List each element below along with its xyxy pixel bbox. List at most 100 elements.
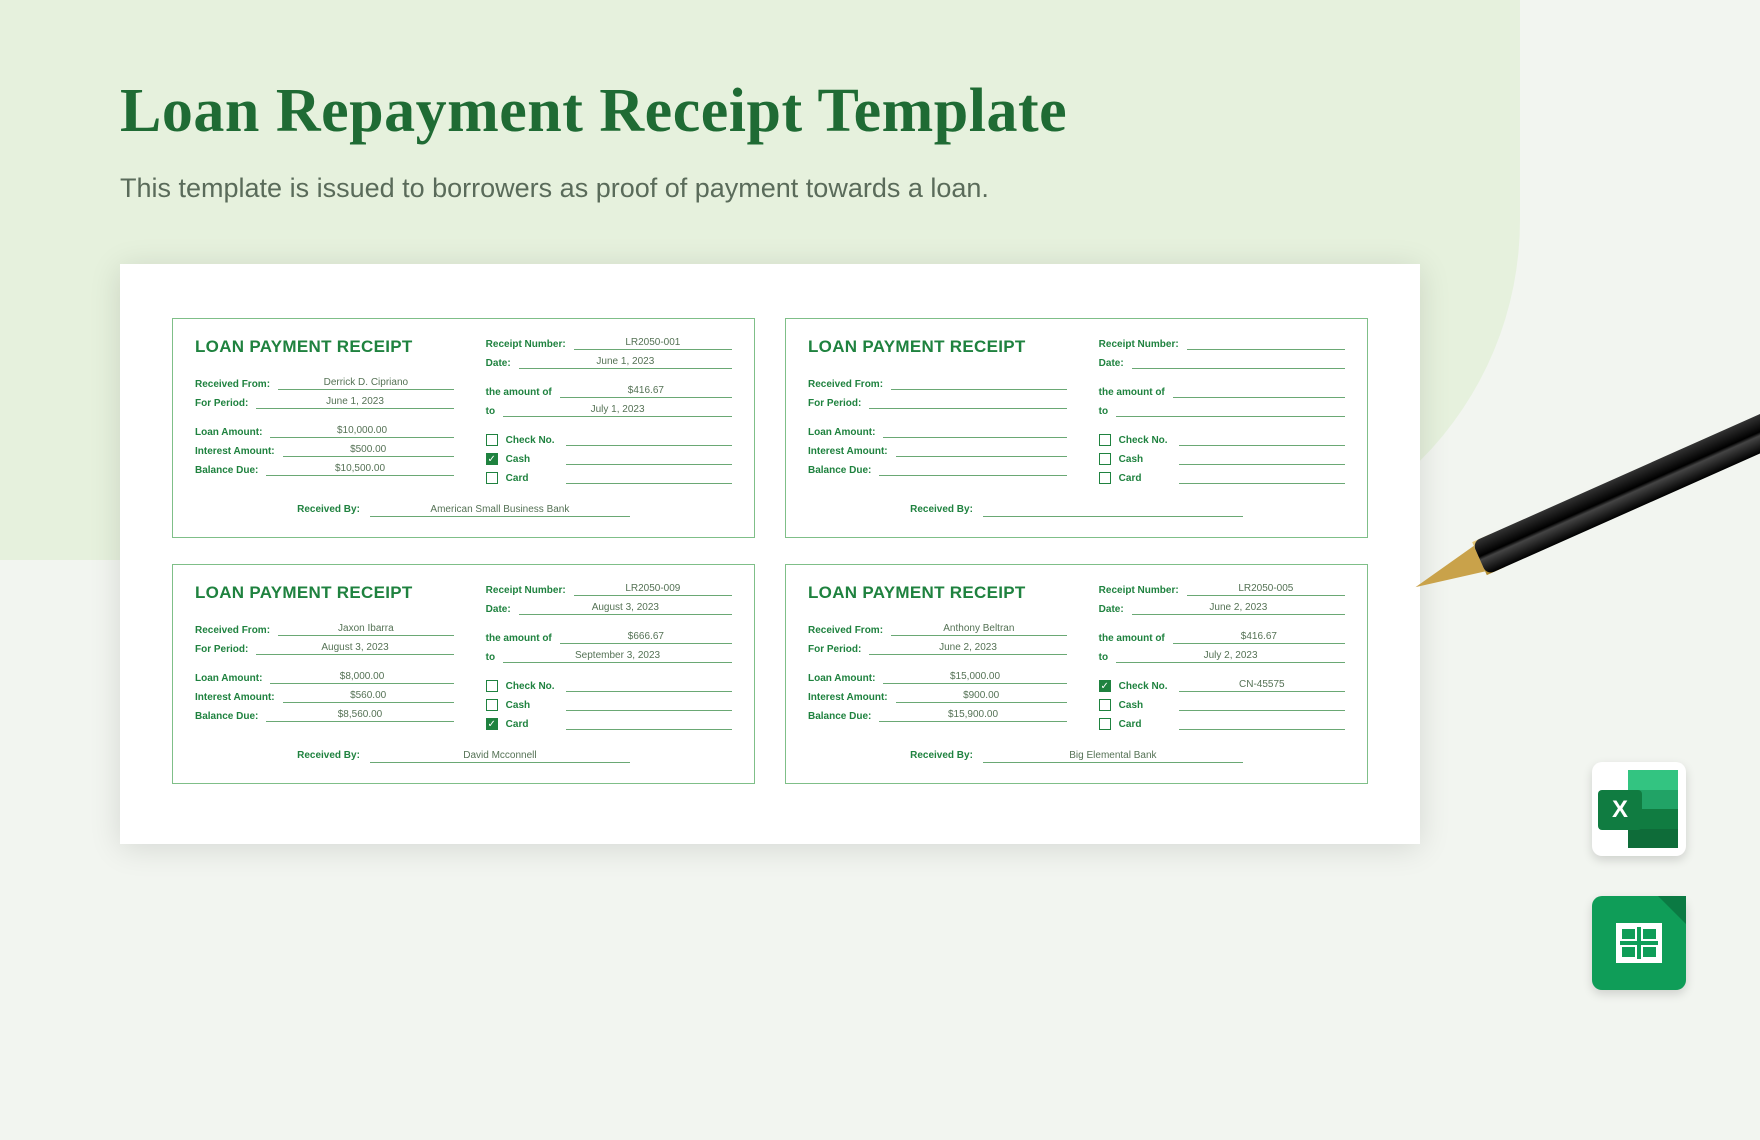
balance-due-value: $8,560.00 (266, 709, 453, 722)
cash-label: Cash (506, 454, 558, 465)
period-to: to July 1, 2023 (486, 404, 732, 417)
loan-amount-label: Loan Amount: (195, 427, 262, 438)
receipt-title: LOAN PAYMENT RECEIPT (195, 583, 454, 603)
received-by: Received By: (808, 504, 1345, 517)
received-from-label: Received From: (195, 379, 270, 390)
interest-amount-label: Interest Amount: (195, 446, 275, 457)
period-to-value (1116, 404, 1345, 417)
period-to-value: September 3, 2023 (503, 650, 732, 663)
balance-due: Balance Due:$8,560.00 (195, 709, 454, 722)
for-period: For Period:June 2, 2023 (808, 642, 1067, 655)
period-to: toJuly 2, 2023 (1099, 650, 1345, 663)
loan-amount-label: Loan Amount: (808, 427, 875, 438)
period-to-label: to (486, 406, 495, 417)
receipt-number: Receipt Number:LR2050-009 (486, 583, 732, 596)
receipt-number-value: LR2050-005 (1187, 583, 1345, 596)
amount-label: the amount of (1099, 387, 1165, 398)
receipt-number-label: Receipt Number: (1099, 585, 1179, 596)
card-value (566, 471, 732, 484)
card: Card (486, 471, 732, 484)
balance-due-value: $10,500.00 (266, 463, 453, 476)
amount: the amount of$416.67 (1099, 631, 1345, 644)
check-no-label: Check No. (506, 435, 558, 446)
received-from-value (891, 377, 1067, 390)
check-no-checkbox[interactable]: ✓ (1099, 680, 1111, 692)
receipt-number-label: Receipt Number: (1099, 339, 1179, 350)
balance-due-label: Balance Due: (808, 465, 871, 476)
period-to-label: to (1099, 406, 1108, 417)
interest-amount: Interest Amount:$560.00 (195, 690, 454, 703)
receipt-grid: LOAN PAYMENT RECEIPT Received From: Derric… (172, 318, 1368, 784)
received-from-label: Received From: (808, 379, 883, 390)
cash-value (1179, 698, 1345, 711)
interest-amount-value: $500.00 (283, 444, 454, 457)
receipt-number-value (1187, 337, 1345, 350)
loan-amount-label: Loan Amount: (808, 673, 875, 684)
received-from-label: Received From: (195, 625, 270, 636)
receipt-number: Receipt Number: LR2050-005 (1099, 583, 1345, 596)
balance-due: Balance Due: (808, 463, 1067, 476)
received-from-label: Received From: (808, 625, 883, 636)
check-no-checkbox[interactable] (486, 434, 498, 446)
card-checkbox[interactable] (1099, 718, 1111, 730)
page-title: Loan Repayment Receipt Template (120, 76, 1640, 147)
received-by: Received By:David Mcconnell (195, 750, 732, 763)
receipt-card: LOAN PAYMENT RECEIPT Received From: Derric… (172, 318, 755, 538)
template-sheet: LOAN PAYMENT RECEIPT Received From: Derric… (120, 264, 1420, 844)
receipt-number: Receipt Number:LR2050-001 (486, 337, 732, 350)
period-to-value: July 2, 2023 (1116, 650, 1345, 663)
cash-checkbox[interactable] (1099, 453, 1111, 465)
check-no-checkbox[interactable] (1099, 434, 1111, 446)
card-label: Card (506, 473, 558, 484)
for-period-value: August 3, 2023 (256, 642, 453, 655)
balance-due: Balance Due:$15,900.00 (808, 709, 1067, 722)
cash-value (1179, 452, 1345, 465)
cash-checkbox[interactable] (486, 699, 498, 711)
receipt-date: Date: (1099, 356, 1345, 369)
for-period: For Period: August 3, 2023 (195, 642, 454, 655)
card: Card (1099, 471, 1345, 484)
cash-checkbox[interactable]: ✓ (486, 453, 498, 465)
receipt-date-value: June 1, 2023 (519, 356, 732, 369)
loan-amount-value: $15,000.00 (883, 671, 1066, 684)
card: ✓Card (486, 717, 732, 730)
cash: ✓ Cash (486, 452, 732, 465)
period-to: toSeptember 3, 2023 (486, 650, 732, 663)
received-from-value: Derrick D. Cipriano (278, 377, 454, 390)
balance-due: Balance Due: $10,500.00 (195, 463, 454, 476)
balance-due-value (879, 463, 1066, 476)
check-no-label: Check No. (1119, 435, 1171, 446)
interest-amount-label: Interest Amount: (195, 692, 275, 703)
receipt-date-value (1132, 356, 1345, 369)
for-period-value: June 1, 2023 (256, 396, 453, 409)
card-value (566, 717, 732, 730)
for-period-value (869, 396, 1066, 409)
receipt-card: LOAN PAYMENT RECEIPT Received From:Jaxon … (172, 564, 755, 784)
balance-due-label: Balance Due: (195, 465, 258, 476)
for-period-label: For Period: (808, 398, 861, 409)
for-period-value: June 2, 2023 (869, 642, 1066, 655)
check-no-checkbox[interactable] (486, 680, 498, 692)
amount-value (1173, 385, 1345, 398)
for-period-label: For Period: (195, 644, 248, 655)
period-to: to (1099, 404, 1345, 417)
check-no-value: CN-45575 (1179, 679, 1345, 692)
for-period-label: For Period: (195, 398, 248, 409)
cash: Cash (1099, 452, 1345, 465)
app-icons: X (1592, 762, 1686, 990)
card-checkbox[interactable] (486, 472, 498, 484)
amount-label: the amount of (486, 633, 552, 644)
period-to-value: July 1, 2023 (503, 404, 732, 417)
cash-value (566, 698, 732, 711)
amount: the amount of (1099, 385, 1345, 398)
cash-checkbox[interactable] (1099, 699, 1111, 711)
receipt-date-label: Date: (1099, 604, 1124, 615)
interest-amount: Interest Amount:$900.00 (808, 690, 1067, 703)
receipt-title: LOAN PAYMENT RECEIPT (808, 337, 1067, 357)
card-checkbox[interactable]: ✓ (486, 718, 498, 730)
interest-amount-label: Interest Amount: (808, 692, 888, 703)
receipt-title: LOAN PAYMENT RECEIPT (195, 337, 454, 357)
card-checkbox[interactable] (1099, 472, 1111, 484)
interest-amount: Interest Amount: (808, 444, 1067, 457)
received-from: Received From:Jaxon Ibarra (195, 623, 454, 636)
